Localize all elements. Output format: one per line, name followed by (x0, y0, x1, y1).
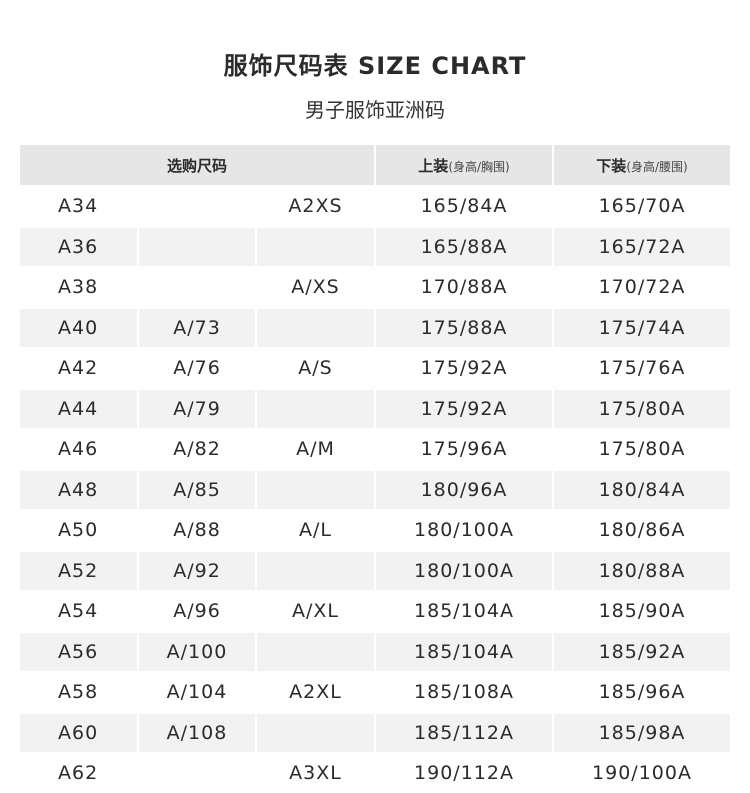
header-size: 选购尺码 (20, 145, 376, 186)
waist-code-cell: A/76 (137, 347, 256, 389)
bottom-size-cell: 185/96A (552, 671, 731, 713)
table-row: A54 A/96 A/XL 185/104A 185/90A (20, 590, 731, 632)
top-size-cell: 165/84A (374, 185, 554, 227)
table-row: A40 A/73 175/88A 175/74A (20, 306, 731, 348)
size-code-cell: A42 (20, 347, 138, 389)
top-size-cell: 185/108A (374, 671, 554, 713)
bottom-size-cell: 180/84A (552, 468, 731, 510)
size-code-cell: A50 (20, 509, 138, 551)
table-row: A34 A2XS 165/84A 165/70A (20, 185, 731, 227)
letter-size-cell (254, 225, 376, 267)
letter-size-cell: A2XS (254, 185, 376, 227)
size-code-cell: A36 (20, 225, 138, 267)
waist-code-cell: A/88 (137, 509, 256, 551)
top-size-cell: 175/92A (374, 387, 554, 429)
table-row: A44 A/79 175/92A 175/80A (20, 387, 731, 429)
table-row: A56 A/100 185/104A 185/92A (20, 630, 731, 672)
top-size-cell: 190/112A (374, 752, 554, 793)
letter-size-cell: A/XS (254, 266, 376, 308)
top-size-cell: 175/96A (374, 428, 554, 470)
letter-size-cell: A/M (254, 428, 376, 470)
size-code-cell: A34 (20, 185, 138, 227)
bottom-size-cell: 165/70A (552, 185, 731, 227)
bottom-size-cell: 185/92A (552, 630, 731, 672)
size-code-cell: A54 (20, 590, 138, 632)
bottom-size-cell: 175/80A (552, 428, 731, 470)
letter-size-cell: A/XL (254, 590, 376, 632)
table-row: A48 A/85 180/96A 180/84A (20, 468, 731, 510)
table-row: A58 A/104 A2XL 185/108A 185/96A (20, 671, 731, 713)
top-size-cell: 185/112A (374, 711, 554, 753)
size-code-cell: A48 (20, 468, 138, 510)
page-subtitle: 男子服饰亚洲码 (305, 98, 445, 122)
size-code-cell: A40 (20, 306, 138, 348)
waist-code-cell (137, 185, 256, 227)
bottom-size-cell: 180/86A (552, 509, 731, 551)
bottom-size-cell: 165/72A (552, 225, 731, 267)
size-code-cell: A52 (20, 549, 138, 591)
size-code-cell: A58 (20, 671, 138, 713)
header-top: 上装(身高/胸围) (374, 145, 554, 186)
size-code-cell: A44 (20, 387, 138, 429)
top-size-cell: 175/88A (374, 306, 554, 348)
letter-size-cell (254, 306, 376, 348)
table-row: A36 165/88A 165/72A (20, 225, 731, 267)
waist-code-cell: A/82 (137, 428, 256, 470)
top-size-cell: 180/96A (374, 468, 554, 510)
waist-code-cell: A/92 (137, 549, 256, 591)
waist-code-cell (137, 752, 256, 793)
letter-size-cell (254, 387, 376, 429)
size-code-cell: A46 (20, 428, 138, 470)
table-row: A46 A/82 A/M 175/96A 175/80A (20, 428, 731, 470)
table-row: A60 A/108 185/112A 185/98A (20, 711, 731, 753)
table-row: A50 A/88 A/L 180/100A 180/86A (20, 509, 731, 551)
bottom-size-cell: 185/90A (552, 590, 731, 632)
bottom-size-cell: 175/74A (552, 306, 731, 348)
bottom-size-cell: 170/72A (552, 266, 731, 308)
bottom-size-cell: 175/80A (552, 387, 731, 429)
letter-size-cell: A/L (254, 509, 376, 551)
waist-code-cell: A/96 (137, 590, 256, 632)
table-row: A38 A/XS 170/88A 170/72A (20, 266, 731, 308)
waist-code-cell: A/85 (137, 468, 256, 510)
letter-size-cell (254, 468, 376, 510)
waist-code-cell: A/100 (137, 630, 256, 672)
size-code-cell: A60 (20, 711, 138, 753)
waist-code-cell: A/104 (137, 671, 256, 713)
letter-size-cell (254, 549, 376, 591)
letter-size-cell: A3XL (254, 752, 376, 793)
letter-size-cell: A2XL (254, 671, 376, 713)
top-size-cell: 175/92A (374, 347, 554, 389)
top-size-cell: 165/88A (374, 225, 554, 267)
bottom-size-cell: 175/76A (552, 347, 731, 389)
top-size-cell: 180/100A (374, 509, 554, 551)
size-code-cell: A38 (20, 266, 138, 308)
letter-size-cell (254, 711, 376, 753)
top-size-cell: 185/104A (374, 590, 554, 632)
size-chart-table: 选购尺码 上装(身高/胸围) 下装(身高/腰围) A34 A2XS 165/84A 1… (20, 145, 731, 793)
waist-code-cell: A/108 (137, 711, 256, 753)
header-bottom: 下装(身高/腰围) (552, 145, 731, 186)
top-size-cell: 180/100A (374, 549, 554, 591)
top-size-cell: 185/104A (374, 630, 554, 672)
top-size-cell: 170/88A (374, 266, 554, 308)
waist-code-cell (137, 225, 256, 267)
letter-size-cell: A/S (254, 347, 376, 389)
size-code-cell: A62 (20, 752, 138, 793)
bottom-size-cell: 180/88A (552, 549, 731, 591)
size-code-cell: A56 (20, 630, 138, 672)
table-row: A42 A/76 A/S 175/92A 175/76A (20, 347, 731, 389)
waist-code-cell (137, 266, 256, 308)
bottom-size-cell: 185/98A (552, 711, 731, 753)
letter-size-cell (254, 630, 376, 672)
waist-code-cell: A/79 (137, 387, 256, 429)
bottom-size-cell: 190/100A (552, 752, 731, 793)
page-title: 服饰尺码表 SIZE CHART (223, 52, 527, 80)
table-row: A62 A3XL 190/112A 190/100A (20, 752, 731, 793)
table-row: A52 A/92 180/100A 180/88A (20, 549, 731, 591)
header-row: 选购尺码 上装(身高/胸围) 下装(身高/腰围) (20, 145, 731, 186)
waist-code-cell: A/73 (137, 306, 256, 348)
